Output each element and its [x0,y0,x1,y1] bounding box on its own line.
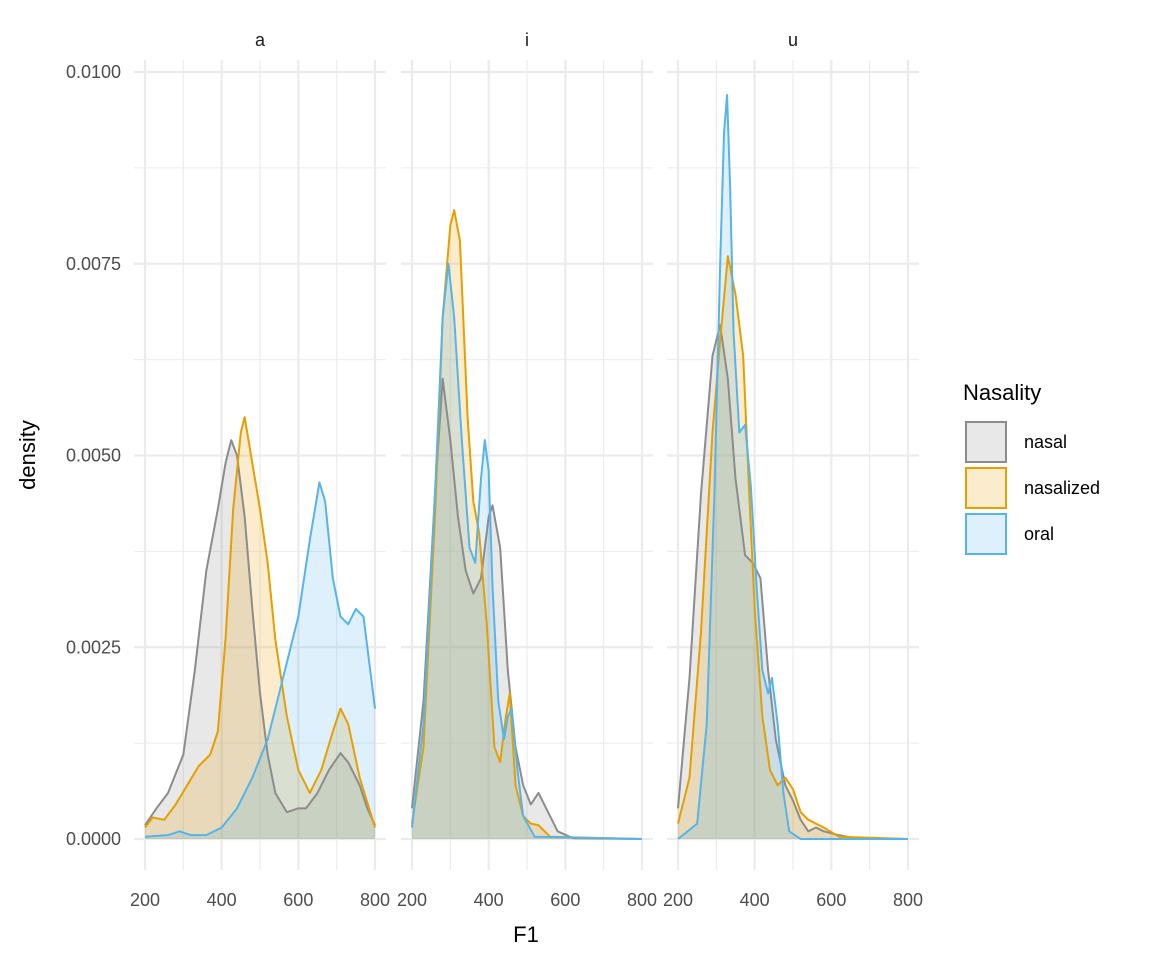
density-fills [145,417,375,839]
y-tick-label: 0.0000 [66,829,121,849]
x-tick-label: 800 [360,890,390,910]
legend-label-nasalized: nasalized [1024,478,1100,498]
density-lines [677,94,909,840]
x-tick-label: 800 [627,890,657,910]
legend-key-oral [965,513,1007,555]
legend: Nasality nasal nasalized oral [963,380,1100,555]
density-line-oral [677,94,908,840]
x-tick-label: 600 [816,890,846,910]
x-tick-label: 400 [474,890,504,910]
density-line-nasal [677,324,909,840]
density-line-nasal [411,377,643,840]
y-tick-label: 0.0075 [66,254,121,274]
legend-key-nasalized [965,467,1007,509]
density-area-nasalized [678,256,908,840]
density-line-oral [144,481,376,838]
x-tick-label: 200 [130,890,160,910]
legend-key-background [965,421,1007,463]
legend-key-nasal [965,421,1007,463]
legend-title: Nasality [963,380,1041,405]
x-tick-label: 800 [893,890,923,910]
density-area-nasal [145,440,375,839]
facet-panel-u: u [667,30,919,870]
density-line-nasalized [144,416,376,829]
y-axis: 0.0000 0.0025 0.0050 0.0075 0.0100 [66,62,121,849]
facet-label-a: a [255,30,266,50]
density-line-nasal [144,439,376,826]
y-tick-label: 0.0100 [66,62,121,82]
density-area-nasalized [145,417,375,839]
density-line-oral [411,262,643,840]
y-tick-label: 0.0050 [66,446,121,466]
facet-label-i: i [525,30,529,50]
density-area-oral [678,95,908,839]
y-axis-title: density [15,420,40,490]
legend-item-nasalized: nasalized [965,467,1100,509]
legend-key-background [965,467,1007,509]
x-tick-label: 400 [740,890,770,910]
x-tick-label: 600 [550,890,580,910]
x-tick-label: 600 [283,890,313,910]
x-tick-label: 200 [397,890,427,910]
density-area-nasalized [412,210,642,839]
x-axis: 200 400 600 800 200 400 600 800 200 400 600 800 [130,890,923,910]
x-axis-title: F1 [513,922,539,947]
density-area-nasal [678,325,908,839]
density-area-oral [412,263,642,839]
legend-item-nasal: nasal [965,421,1067,463]
density-lines [144,416,376,838]
density-area-oral [145,482,375,839]
density-area-nasal [412,378,642,839]
facet-panel-i: i [401,30,653,870]
facet-label-u: u [788,30,798,50]
facet-panel-a: a [134,30,386,870]
y-tick-label: 0.0025 [66,637,121,657]
density-fills [678,95,908,840]
density-line-nasalized [677,255,909,840]
legend-item-oral: oral [965,513,1054,555]
x-tick-label: 200 [663,890,693,910]
legend-key-background [965,513,1007,555]
density-lines [411,209,643,840]
x-tick-label: 400 [207,890,237,910]
legend-label-oral: oral [1024,524,1054,544]
density-fills [412,210,642,839]
legend-label-nasal: nasal [1024,432,1067,452]
